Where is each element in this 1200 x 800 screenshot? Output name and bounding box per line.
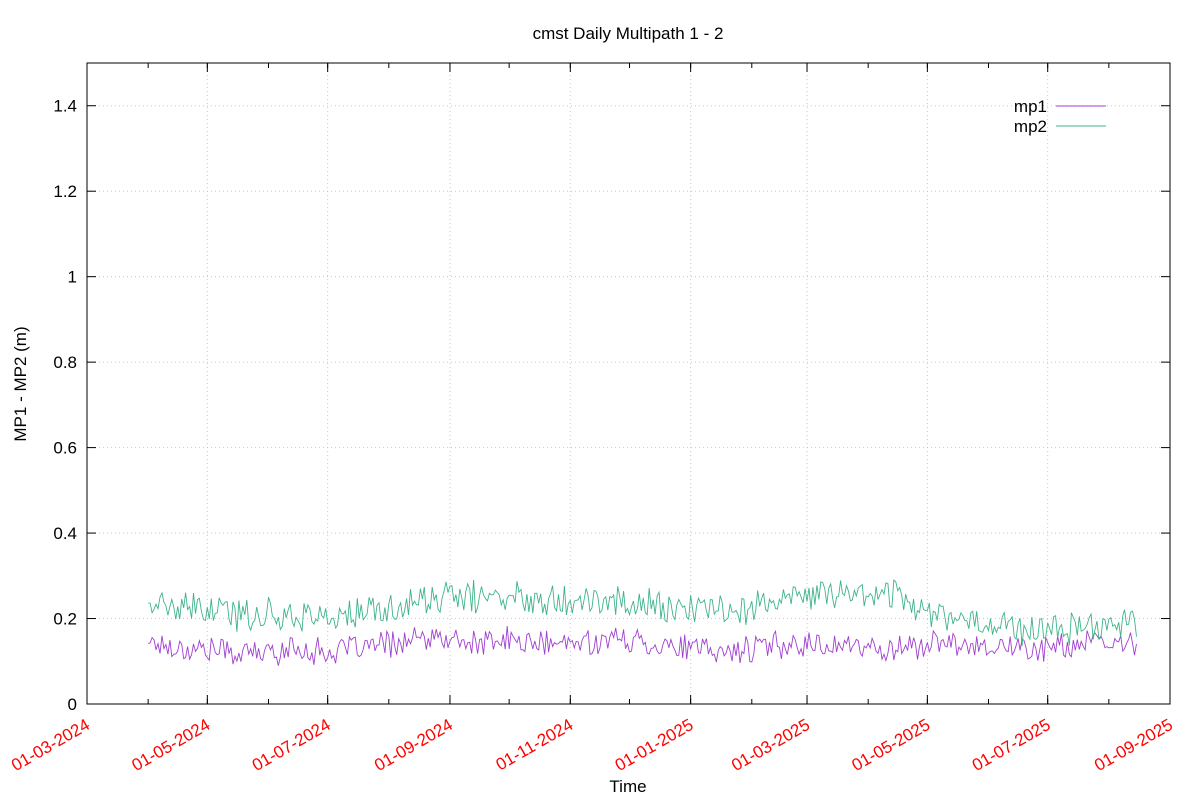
legend-label-mp1: mp1 [1014, 97, 1047, 116]
y-tick-label: 0 [68, 695, 77, 714]
x-axis: 01-03-2024 01-05-2024 01-07-2024 01-09-2024… [8, 63, 1176, 775]
x-tick-label: 01-03-2024 [8, 715, 93, 775]
x-tick-label: 01-07-2024 [249, 715, 334, 775]
x-tick-label: 01-01-2025 [612, 715, 697, 775]
series-line-mp2 [148, 579, 1137, 647]
y-axis: 0 0.2 0.4 0.6 0.8 1 1.2 1.4 [53, 97, 1170, 714]
y-tick-label: 1 [68, 268, 77, 287]
y-tick-label: 0.8 [53, 353, 77, 372]
plot-frame [86, 62, 1171, 705]
y-tick-label: 0.4 [53, 524, 77, 543]
y-tick-label: 0.2 [53, 610, 77, 629]
y-axis-label: MP1 - MP2 (m) [11, 326, 30, 441]
x-tick-label: 01-09-2025 [1091, 715, 1176, 775]
x-tick-label: 01-03-2025 [728, 715, 813, 775]
y-tick-label: 1.4 [53, 97, 77, 116]
x-tick-label: 01-09-2024 [371, 715, 456, 775]
grid [87, 63, 1170, 704]
y-tick-label: 0.6 [53, 439, 77, 458]
x-tick-label: 01-05-2025 [849, 715, 934, 775]
series-line-mp1 [148, 625, 1137, 666]
x-tick-label: 01-05-2024 [129, 715, 214, 775]
series-layer [148, 579, 1137, 666]
x-axis-label: Time [609, 777, 646, 796]
x-tick-label: 01-11-2024 [493, 715, 577, 774]
legend-label-mp2: mp2 [1014, 117, 1047, 136]
y-tick-label: 1.2 [53, 182, 77, 201]
x-tick-label: 01-07-2025 [969, 715, 1054, 775]
chart-title: cmst Daily Multipath 1 - 2 [533, 24, 724, 43]
